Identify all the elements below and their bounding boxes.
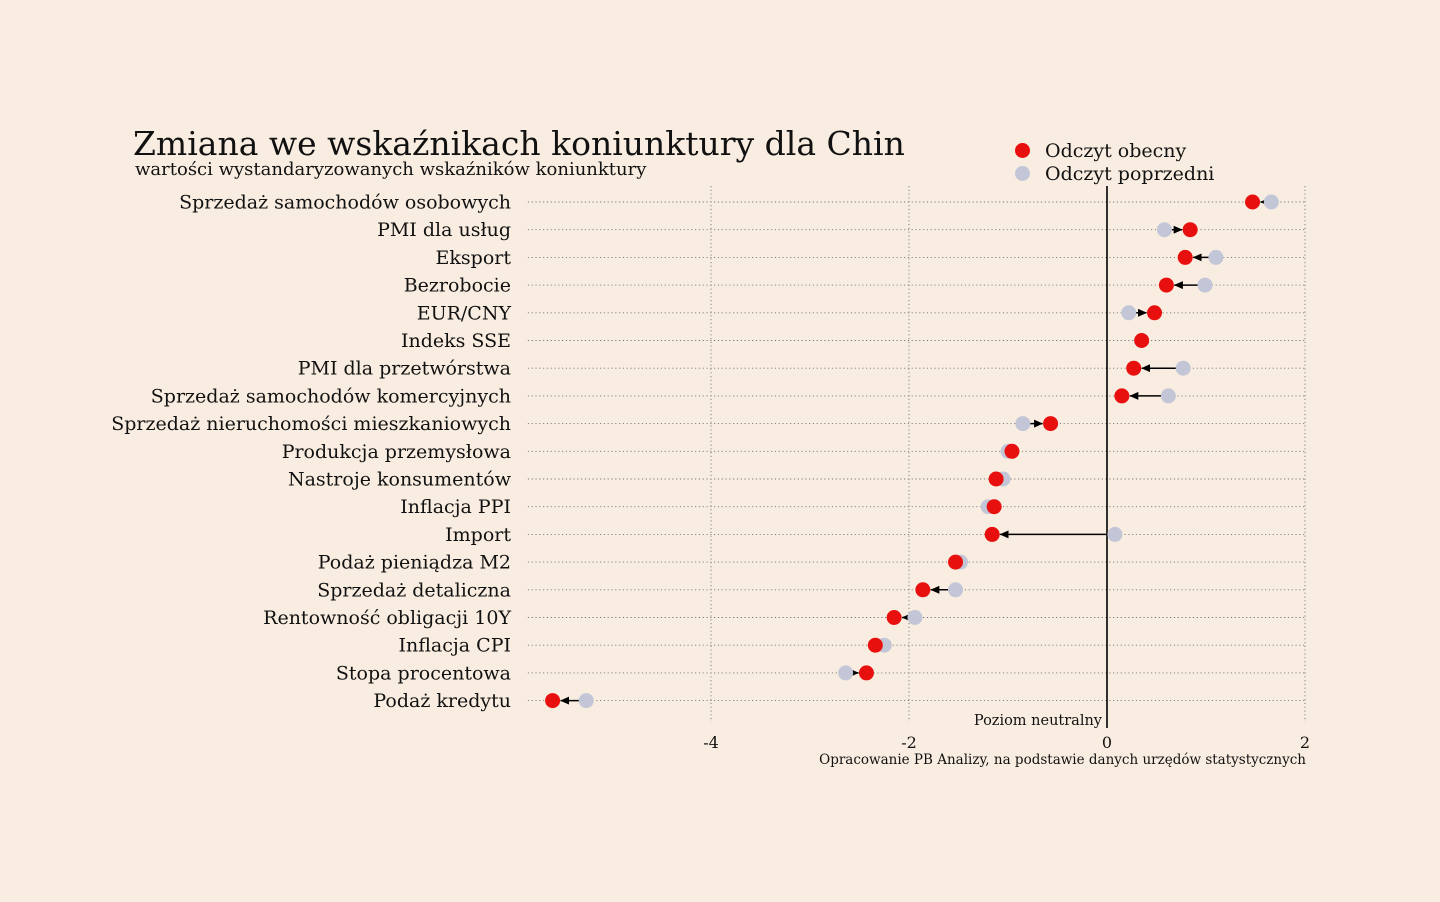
reference-line-label: Poziom neutralny — [974, 713, 1103, 729]
category-label: Import — [445, 524, 511, 546]
legend-label-previous: Odczyt poprzedni — [1045, 162, 1215, 185]
data-points — [545, 194, 1279, 709]
point-previous — [838, 665, 854, 681]
category-label: Sprzedaż detaliczna — [317, 579, 511, 601]
category-label: Inflacja PPI — [400, 496, 511, 518]
point-previous — [1156, 222, 1172, 238]
category-label: Eksport — [436, 247, 512, 269]
category-label: Podaż pieniądza M2 — [318, 552, 511, 574]
point-previous — [1107, 526, 1123, 542]
category-label: Sprzedaż samochodów komercyjnych — [151, 385, 511, 407]
point-current — [867, 637, 883, 653]
category-label: Nastroje konsumentów — [288, 469, 512, 491]
category-label: Bezrobocie — [404, 275, 511, 297]
point-previous — [1197, 277, 1213, 293]
point-previous — [948, 582, 964, 598]
point-previous — [1160, 388, 1176, 404]
grid — [527, 186, 1306, 722]
category-labels: Sprzedaż samochodów osobowych PMI dla usł… — [111, 192, 512, 713]
point-previous — [1208, 249, 1224, 265]
legend-item-current: Odczyt obecny — [1015, 139, 1214, 162]
legend-dot-current — [1015, 143, 1030, 158]
x-tick-label: -2 — [901, 733, 917, 752]
point-current — [984, 526, 1000, 542]
point-current — [1043, 416, 1059, 432]
chart-subtitle: wartości wystandaryzowanych wskaźników k… — [135, 159, 647, 180]
point-current — [886, 610, 902, 625]
chart-title: Zmiana we wskaźnikach koniunktury dla Ch… — [133, 124, 905, 163]
category-label: PMI dla przetwórstwa — [298, 358, 511, 380]
category-label: Sprzedaż nieruchomości mieszkaniowych — [111, 413, 511, 435]
point-current — [1147, 305, 1163, 321]
point-previous — [578, 693, 594, 709]
chart-source: Opracowanie PB Analizy, na podstawie dan… — [819, 752, 1306, 768]
legend-item-previous: Odczyt poprzedni — [1015, 162, 1214, 185]
point-current — [1158, 277, 1174, 293]
point-previous — [1175, 360, 1191, 376]
point-current — [915, 582, 931, 598]
point-current — [988, 471, 1004, 487]
point-current — [948, 554, 964, 570]
legend-dot-previous — [1015, 166, 1030, 181]
point-current — [1177, 249, 1193, 265]
point-current — [858, 665, 874, 681]
point-current — [1126, 360, 1142, 376]
point-current — [986, 499, 1002, 515]
reference-line-group: Poziom neutralny — [974, 186, 1108, 729]
x-tick-label: 2 — [1300, 733, 1310, 752]
point-previous — [1015, 416, 1031, 432]
point-current — [1245, 194, 1261, 210]
legend-label-current: Odczyt obecny — [1045, 139, 1187, 162]
point-current — [1182, 222, 1198, 238]
category-label: Podaż kredytu — [373, 690, 511, 712]
category-label: Rentowność obligacji 10Y — [263, 607, 511, 629]
category-label: Inflacja CPI — [399, 635, 511, 657]
point-current — [545, 693, 561, 709]
point-previous — [907, 610, 923, 625]
x-tick-label: 0 — [1102, 733, 1112, 752]
point-previous — [1263, 194, 1279, 210]
category-label: EUR/CNY — [417, 302, 512, 324]
category-label: Produkcja przemysłowa — [282, 441, 511, 463]
category-label: Sprzedaż samochodów osobowych — [179, 192, 511, 214]
point-current — [1114, 388, 1130, 404]
point-previous — [1121, 305, 1137, 321]
x-tick-label: -4 — [703, 733, 719, 752]
point-current — [1004, 443, 1020, 459]
category-label: Stopa procentowa — [336, 662, 511, 684]
point-current — [1134, 333, 1150, 348]
category-label: PMI dla usług — [377, 219, 511, 241]
x-axis-ticks: -4 -2 0 2 — [703, 733, 1310, 752]
legend: Odczyt obecny Odczyt poprzedni — [1015, 139, 1214, 185]
category-label: Indeks SSE — [401, 330, 511, 352]
